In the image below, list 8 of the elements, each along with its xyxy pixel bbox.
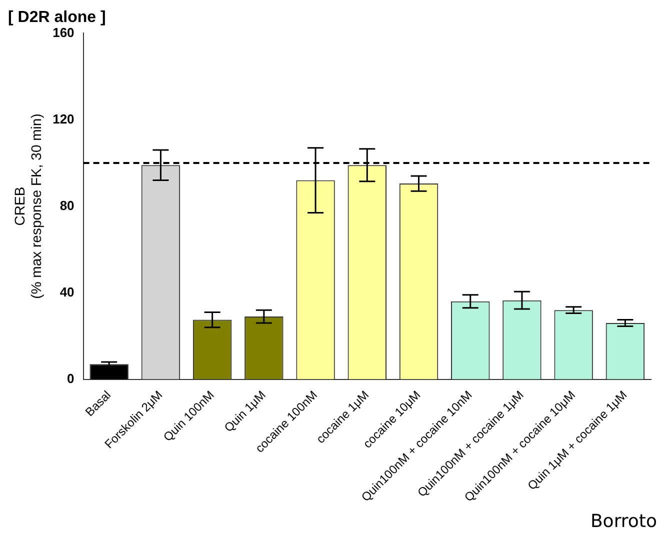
y-tick-label: 160 [52,24,74,40]
text: Borroto [590,511,657,532]
y-tick-label: 120 [52,111,74,126]
y-axis-title: CREB (% max response FK, 30 min) [11,114,44,299]
y-tick-label: 80 [60,198,74,213]
chart-title: [ D2R alone ] [8,9,106,26]
y-tick-label: 0 [67,370,74,386]
y-tick-label: 40 [60,284,74,300]
